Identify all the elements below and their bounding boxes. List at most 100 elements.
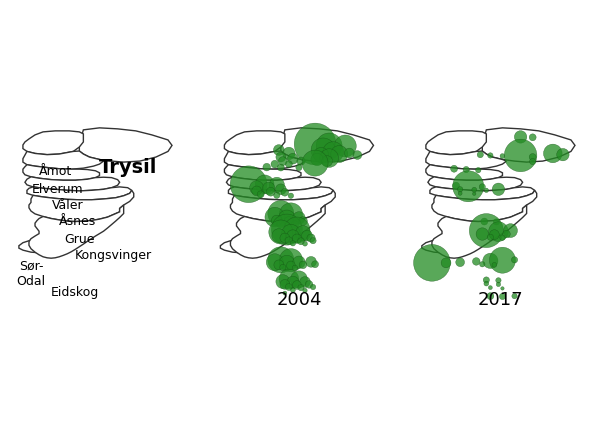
Point [515,153,525,160]
Point [455,191,465,197]
Point [294,259,304,266]
Point [325,143,334,150]
Point [475,152,485,159]
Point [274,233,284,240]
Polygon shape [220,240,260,253]
Point [290,265,300,272]
Point [272,192,282,199]
Text: Våler: Våler [51,198,83,211]
Point [345,150,354,157]
Point [288,233,298,240]
Point [322,158,332,165]
Point [276,257,285,264]
Point [548,151,558,158]
Point [318,147,328,154]
Point [493,229,503,236]
Point [298,218,308,225]
Point [284,151,294,158]
Polygon shape [224,151,305,170]
Point [510,257,520,264]
Polygon shape [23,151,104,170]
Point [244,181,254,188]
Point [286,263,296,270]
Point [276,229,285,236]
Point [353,152,362,159]
Point [427,260,437,267]
Point [290,222,300,229]
Polygon shape [27,187,132,201]
Point [288,156,298,163]
Point [284,238,294,245]
Point [302,233,312,240]
Point [296,285,306,292]
Point [286,230,296,237]
Point [455,186,465,193]
Text: Åmot: Åmot [38,164,72,177]
Point [441,260,451,267]
Text: Sør-
Odal: Sør- Odal [16,260,46,287]
Point [449,166,459,173]
Text: Trysil: Trysil [98,157,157,176]
Point [308,284,318,291]
Point [478,261,487,268]
Point [288,279,298,286]
Polygon shape [228,187,333,201]
Point [486,293,495,300]
Polygon shape [281,128,373,163]
Point [558,152,568,159]
Polygon shape [426,132,486,155]
Point [506,227,515,234]
Text: Åsnes: Åsnes [59,214,96,227]
Point [528,135,537,141]
Point [280,290,290,297]
Point [292,227,302,234]
Point [493,281,503,288]
Point [306,235,316,242]
Point [489,232,499,239]
Point [528,159,537,166]
Point [486,234,495,241]
Polygon shape [226,178,321,191]
Point [304,281,314,288]
Point [274,262,284,269]
Polygon shape [224,165,301,181]
Point [334,151,344,158]
Text: 2017: 2017 [478,290,523,308]
Point [498,257,508,264]
Point [282,260,292,267]
Point [282,227,292,233]
Polygon shape [483,128,575,163]
Polygon shape [426,151,506,170]
Point [266,189,276,196]
Point [498,285,508,292]
Point [312,157,322,164]
Point [479,219,489,226]
Polygon shape [29,206,124,259]
Point [492,219,501,226]
Point [284,161,294,168]
Point [294,164,304,171]
Point [310,160,320,167]
Point [276,186,285,193]
Polygon shape [29,191,134,222]
Point [264,185,274,192]
Point [310,261,320,268]
Point [493,277,503,284]
Point [270,259,279,266]
Point [276,154,285,161]
Point [272,182,282,189]
Point [298,230,308,237]
Point [469,191,479,198]
Polygon shape [432,191,537,222]
Point [262,164,271,171]
Point [280,281,290,288]
Point [292,236,302,243]
Point [481,277,491,284]
Point [478,231,487,238]
Point [306,259,316,266]
Point [276,210,285,217]
Point [308,238,318,245]
Point [328,149,338,156]
Point [252,188,262,195]
Point [300,279,310,286]
